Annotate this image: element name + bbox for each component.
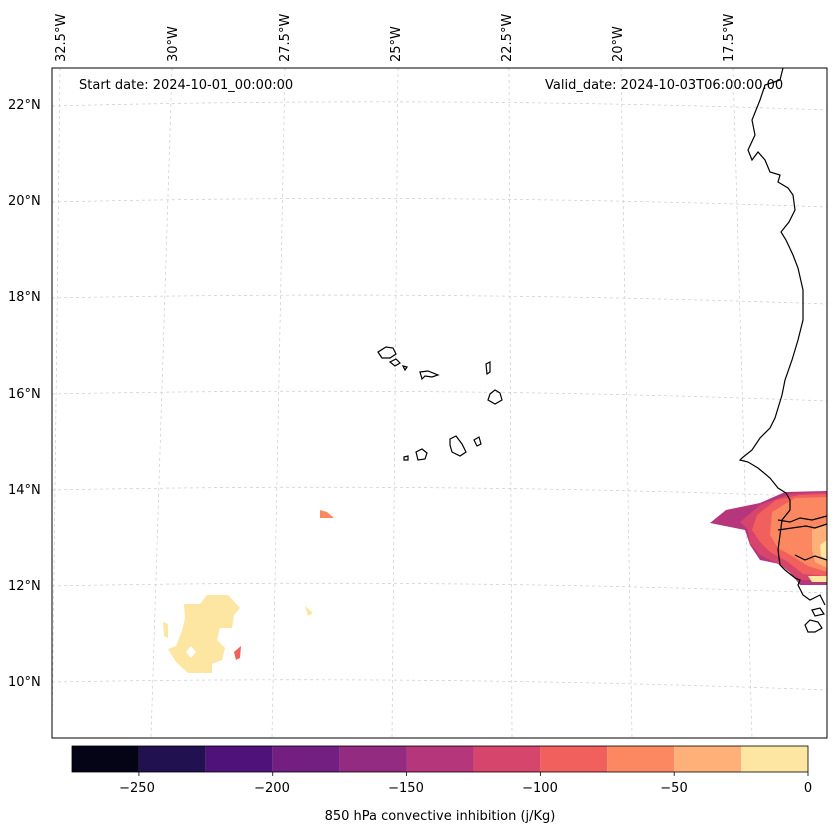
lon-label-30: 30°W <box>166 26 181 62</box>
lon-label-22.5: 22.5°W <box>500 13 515 62</box>
lon-label-32.5: 32.5°W <box>54 13 69 62</box>
colorbar-cell <box>540 746 608 772</box>
cin-contours <box>163 491 827 673</box>
coastline-islands-se <box>811 607 825 617</box>
island-boa-vista <box>487 389 503 405</box>
graticule <box>51 67 828 739</box>
colorbar-cell <box>72 746 139 772</box>
grid-line-lat-22 <box>51 101 828 111</box>
colorbar-tick-label: −150 <box>388 781 424 796</box>
colorbar-frame <box>71 745 809 773</box>
colorbar <box>72 746 808 772</box>
lat-label-14: 14°N <box>8 483 41 498</box>
colorbar-cell <box>741 746 808 772</box>
cin-patch-ocean-sw <box>168 595 240 673</box>
colorbar-tick-label: −250 <box>119 781 155 796</box>
grid-line-lat-20 <box>51 198 828 208</box>
colorbar-ticks <box>138 772 809 776</box>
island-brava <box>403 455 409 461</box>
coastline-gambia-river <box>777 523 828 531</box>
grid-line-lat-14 <box>51 486 828 498</box>
island-sao-vicente <box>388 358 401 367</box>
colorbar-cell <box>473 746 541 772</box>
start-date-label: Start date: 2024-10-01_00:00:00 <box>79 78 294 93</box>
island-santiago <box>449 435 467 457</box>
colorbar-tick-label: −50 <box>660 781 688 796</box>
grid-line-lon-27.5 <box>271 67 286 739</box>
lat-label-16: 16°N <box>8 387 41 402</box>
cin-patch-africa-yellow <box>820 540 827 560</box>
colorbar-tick-label: −100 <box>522 781 558 796</box>
colorbar-cell <box>674 746 742 772</box>
grid-line-lat-16 <box>51 390 828 402</box>
coastline-gambia <box>777 515 828 523</box>
grid-line-lon-22.5 <box>508 67 513 739</box>
cin-patch-africa-peach <box>770 497 827 572</box>
lat-label-22: 22°N <box>8 98 41 113</box>
plot-frame <box>51 67 828 739</box>
cin-patch-ocean-red <box>234 646 241 660</box>
island-sao-nicolau <box>419 370 440 381</box>
colorbar-label: 850 hPa convective inhibition (j/Kg) <box>324 809 556 824</box>
coastline-guinea <box>794 554 828 561</box>
colorbar-cell <box>205 746 273 772</box>
grid-line-lat-12 <box>51 582 828 594</box>
coastline-bissagos <box>804 619 823 633</box>
island-maio <box>473 436 482 447</box>
cin-patch-ocean-mid <box>305 606 313 616</box>
cin-patch-ocean-sw-small <box>163 622 168 638</box>
lon-label-20: 20°W <box>611 26 626 62</box>
grid-line-lon-25 <box>391 67 399 739</box>
grid-line-lon-30 <box>150 67 173 739</box>
colorbar-cell <box>138 746 206 772</box>
grid-line-lat-10 <box>51 679 828 691</box>
colorbar-cell <box>607 746 675 772</box>
cin-patch-africa-bottom <box>808 576 827 582</box>
lat-label-18: 18°N <box>8 290 41 305</box>
colorbar-cell <box>272 746 340 772</box>
coastline-africa <box>738 67 826 606</box>
lon-label-17.5: 17.5°W <box>722 13 737 62</box>
grid-line-lon-32.5 <box>51 67 61 739</box>
island-santa-luzia <box>401 365 408 372</box>
grid-line-lon-20 <box>620 67 633 739</box>
lon-label-27.5: 27.5°W <box>278 13 293 62</box>
colorbar-tick-label: −200 <box>254 781 290 796</box>
colorbar-cell <box>406 746 474 772</box>
lon-label-25: 25°W <box>389 26 404 62</box>
island-sal <box>485 361 491 376</box>
valid-date-label: Valid_date: 2024-10-03T06:00:00.00 <box>545 78 784 93</box>
lat-label-12: 12°N <box>8 579 41 594</box>
island-santo-antao <box>377 346 397 359</box>
colorbar-tick-label: 0 <box>803 781 813 796</box>
lat-label-20: 20°N <box>8 194 41 209</box>
cin-patch-ocean-north <box>320 510 334 518</box>
island-fogo <box>415 448 428 461</box>
lat-label-10: 10°N <box>8 675 41 690</box>
coastlines <box>377 67 828 633</box>
colorbar-cell <box>339 746 407 772</box>
grid-line-lat-18 <box>51 294 828 305</box>
grid-line-lon-17.5 <box>732 67 753 739</box>
cin-patch-ocean-sw-hole <box>186 646 196 658</box>
